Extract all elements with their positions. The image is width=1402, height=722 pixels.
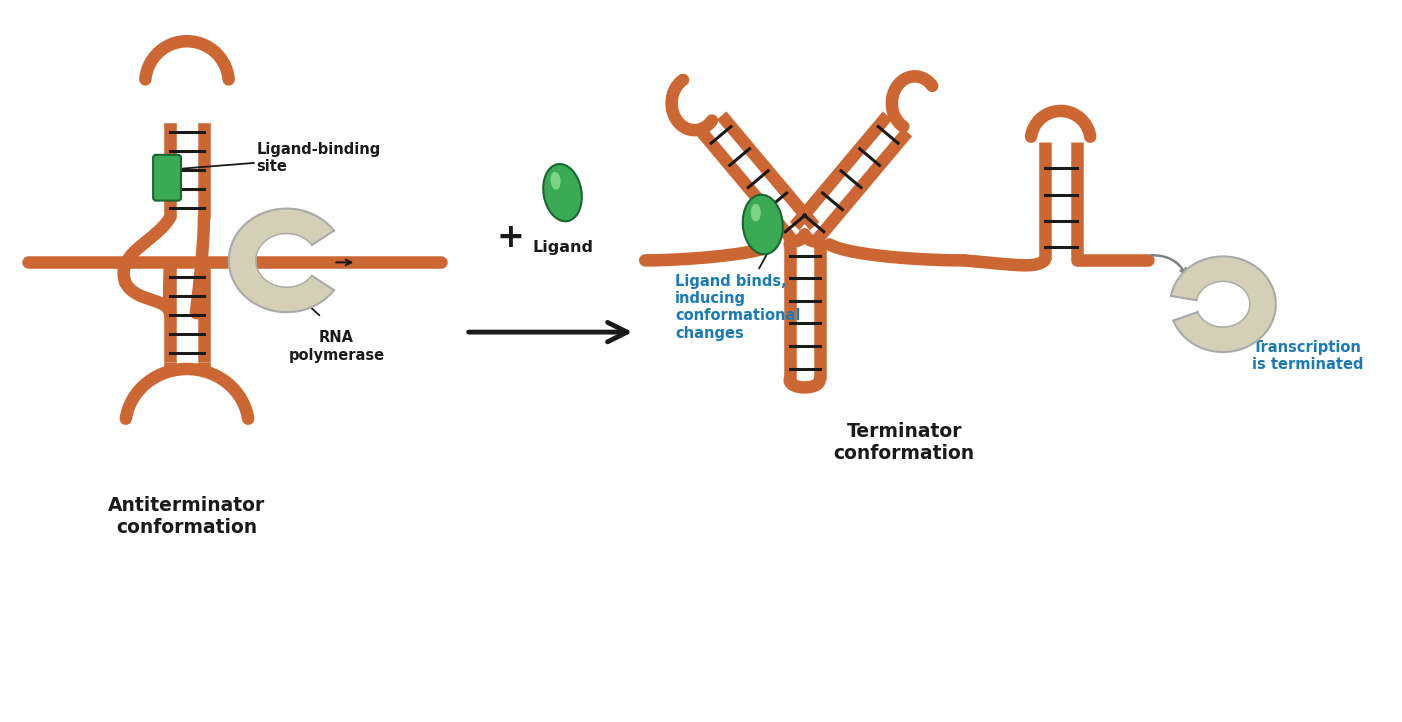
Ellipse shape: [751, 204, 761, 222]
Text: Antiterminator
conformation: Antiterminator conformation: [108, 497, 265, 537]
Text: RNA
polymerase: RNA polymerase: [289, 330, 384, 362]
FancyBboxPatch shape: [153, 155, 181, 201]
Ellipse shape: [551, 172, 561, 190]
Text: +: +: [496, 221, 524, 254]
Text: Ligand: Ligand: [531, 240, 593, 256]
Ellipse shape: [543, 164, 582, 221]
Polygon shape: [1171, 256, 1276, 352]
Text: Terminator
conformation: Terminator conformation: [834, 422, 974, 463]
Polygon shape: [229, 209, 334, 312]
Text: Ligand-binding
site: Ligand-binding site: [172, 142, 381, 174]
Ellipse shape: [743, 195, 782, 254]
Text: Transcription
is terminated: Transcription is terminated: [1252, 340, 1363, 373]
Text: Ligand binds,
inducing
conformational
changes: Ligand binds, inducing conformational ch…: [676, 239, 801, 341]
